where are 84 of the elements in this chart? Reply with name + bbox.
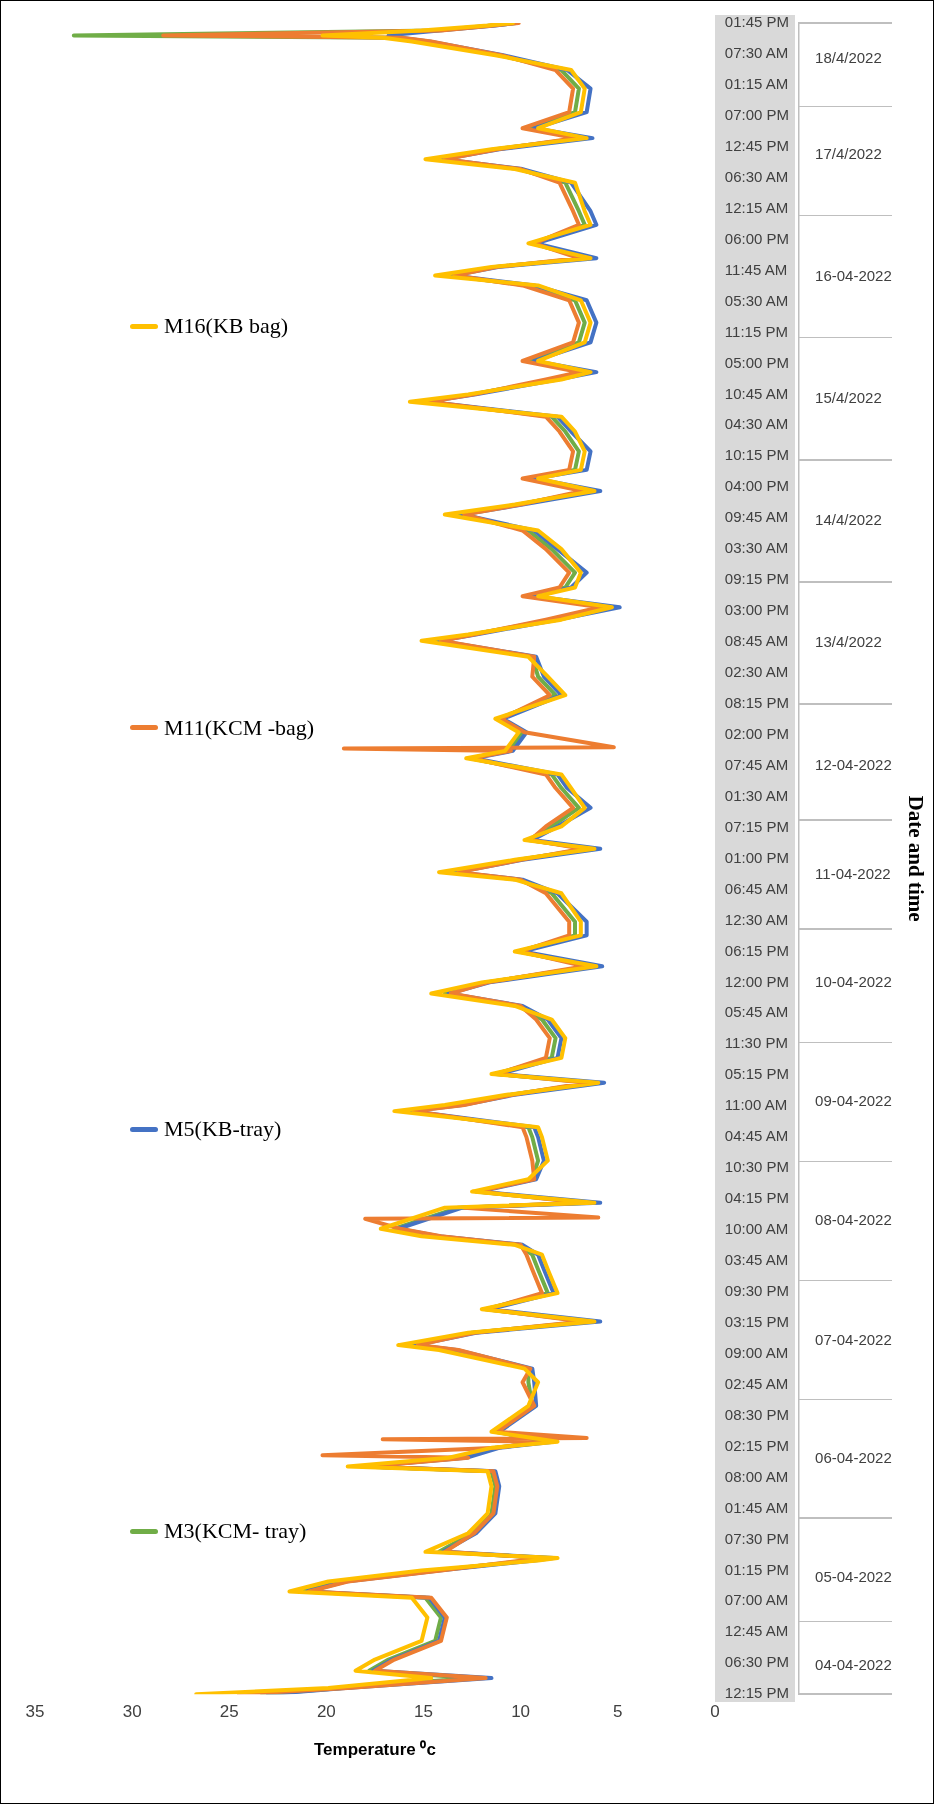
y-tick-label: 04:30 AM [724,415,789,433]
y-tick-label: 11:00 AM [724,1096,788,1114]
y-tick-label: 01:30 AM [724,786,789,804]
y2-tick-label: 13/4/2022 [815,633,882,651]
y-tick-label: 03:00 PM [724,601,790,619]
y-tick-label: 02:00 PM [724,724,790,742]
y2-tick-label: 04-04-2022 [815,1655,892,1673]
y-tick-label: 09:15 PM [724,570,790,588]
y-tick-label: 07:30 PM [724,1529,790,1547]
y2-tick-label: 14/4/2022 [815,511,882,529]
y-tick-label: 03:45 AM [724,1251,789,1269]
y-tick-label: 01:15 PM [724,1560,790,1578]
y-tick-label: 08:45 AM [724,632,789,650]
y-tick-label: 05:00 PM [724,353,790,371]
y2-tick-label: 06-04-2022 [815,1449,892,1467]
y-tick-label: 06:15 PM [724,941,790,959]
y-tick-label: 12:00 PM [724,972,790,990]
y-tick-label: 07:30 AM [724,44,789,62]
y-tick-label: 09:00 AM [724,1343,789,1361]
x-tick-label: 35 [25,1702,45,1722]
y-tick-label: 05:45 AM [724,1003,789,1021]
y2-tick-label: 17/4/2022 [815,144,882,162]
y-tick-label: 03:30 AM [724,539,789,557]
y-tick-label: 07:00 AM [724,1591,789,1609]
y-tick-label: 02:15 PM [724,1436,790,1454]
y2-tick-label: 09-04-2022 [815,1092,892,1110]
y-tick-label: 06:45 AM [724,879,789,897]
y-tick-label: 12:45 AM [724,1622,789,1640]
y2-tick-label: 15/4/2022 [815,389,882,407]
y-tick-label: 04:15 PM [724,1189,790,1207]
y-tick-label: 04:45 AM [724,1127,789,1145]
x-tick-label: 0 [710,1702,720,1722]
y-tick-label: 10:30 PM [724,1158,790,1176]
y-tick-label: 05:15 PM [724,1065,790,1083]
y-tick-label: 06:30 AM [724,167,789,185]
y-tick-label: 08:00 AM [724,1467,789,1485]
y-tick-label: 10:15 PM [724,446,790,464]
legend-label: M11(KCM -bag) [164,714,315,741]
legend-label: M16(KB bag) [164,313,289,339]
y2-tick-label: 18/4/2022 [815,48,882,66]
y-tick-label: 05:30 AM [724,291,789,309]
y-tick-label: 03:15 PM [724,1312,790,1330]
y-tick-label: 11:30 PM [724,1034,788,1052]
y-tick-label: 02:30 AM [724,663,789,681]
y-tick-label: 09:45 AM [724,508,789,526]
legend-label: M5(KB-tray) [164,1116,282,1143]
y-tick-label: 10:45 AM [724,384,789,402]
x-tick-label: 10 [511,1702,531,1722]
x-tick-label: 20 [316,1702,336,1722]
y-tick-label: 11:15 PM [724,322,788,340]
y-tick-label: 07:45 AM [724,755,789,773]
y-tick-label: 09:30 PM [724,1282,790,1300]
x-axis-title: Temperature ⁰c [313,1740,436,1760]
y-tick-label: 08:30 PM [724,1405,790,1423]
y-tick-label: 10:00 AM [724,1220,789,1238]
y-tick-label: 12:30 AM [724,910,789,928]
y-tick-label: 02:45 AM [724,1374,789,1392]
y2-axis-title: Date and time [903,795,928,922]
y2-tick-label: 11-04-2022 [815,865,891,883]
y-tick-label: 06:30 PM [724,1653,790,1671]
y-tick-label: 06:00 PM [724,229,790,247]
y-tick-label: 12:15 PM [724,1684,790,1702]
x-tick-label: 15 [414,1702,433,1722]
y-tick-label: 12:45 PM [724,136,790,154]
x-tick-label: 5 [613,1702,623,1722]
y-tick-label: 08:15 PM [724,694,790,711]
y-tick-label: 07:00 PM [724,105,790,123]
y2-tick-label: 16-04-2022 [815,266,892,284]
x-tick-label: 30 [122,1702,142,1722]
y-tick-label: 01:45 AM [724,1498,789,1516]
y2-tick-label: 08-04-2022 [815,1211,892,1229]
y2-tick-label: 07-04-2022 [815,1330,892,1348]
y2-tick-label: 10-04-2022 [815,973,892,991]
y2-tick-label: 12-04-2022 [815,755,892,773]
y-tick-label: 07:15 PM [724,817,790,835]
y2-tick-label: 05-04-2022 [815,1567,892,1585]
legend-label: M3(KCM- tray) [164,1518,307,1545]
y-tick-label: 01:15 AM [724,75,789,93]
y-tick-label: 01:00 PM [724,848,790,866]
y-tick-label: 11:45 AM [724,260,788,278]
x-tick-label: 25 [219,1702,239,1722]
y-tick-label: 04:00 PM [724,477,790,495]
y-tick-label: 12:15 AM [724,198,789,216]
y-tick-label: 01:45 PM [724,13,790,31]
